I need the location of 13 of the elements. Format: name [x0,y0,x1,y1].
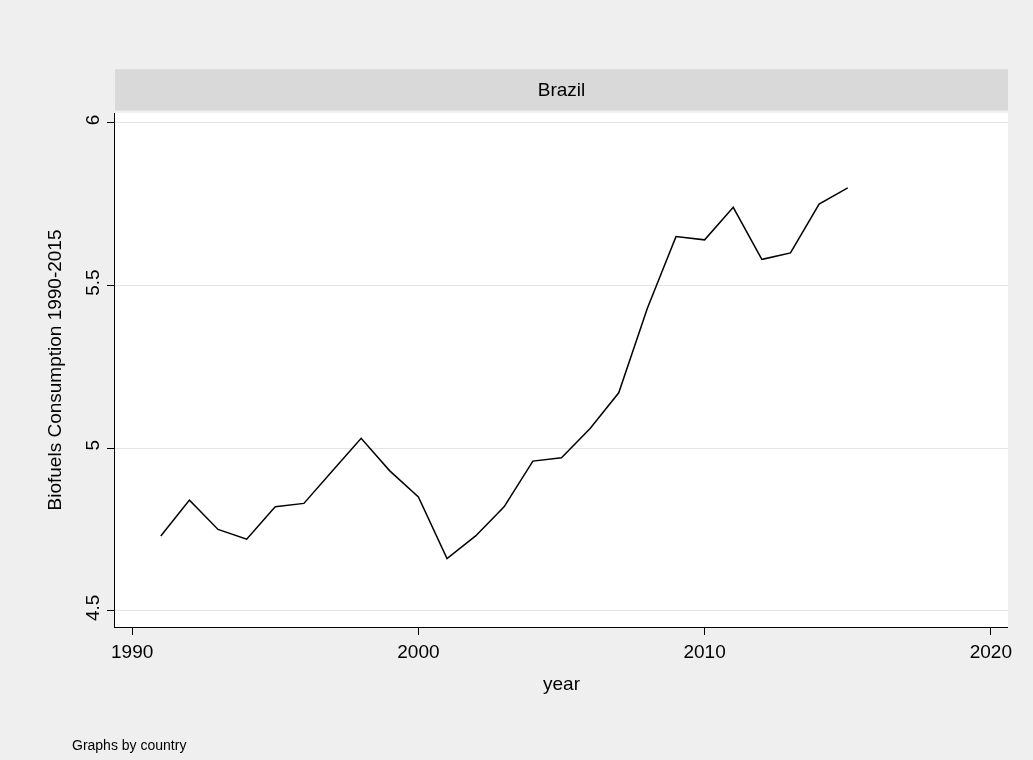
y-tick-label: 6 [82,114,104,126]
x-tick-label: 1990 [111,640,154,662]
y-tick-label: 5.5 [82,269,104,296]
chart-title: Brazil [537,79,586,101]
x-tick-label: 2000 [397,640,440,662]
text: Graphs by country [72,737,187,753]
line-series [160,187,849,560]
y-tick-label: 4.5 [82,594,104,622]
x-tick-label: 2020 [969,640,1012,662]
y-axis-title: Biofuels Consumption 1990-2015 [44,229,66,511]
x-axis-title: year [543,672,581,694]
x-tick-label: 2010 [683,640,726,662]
y-tick-label: 5 [82,439,104,451]
